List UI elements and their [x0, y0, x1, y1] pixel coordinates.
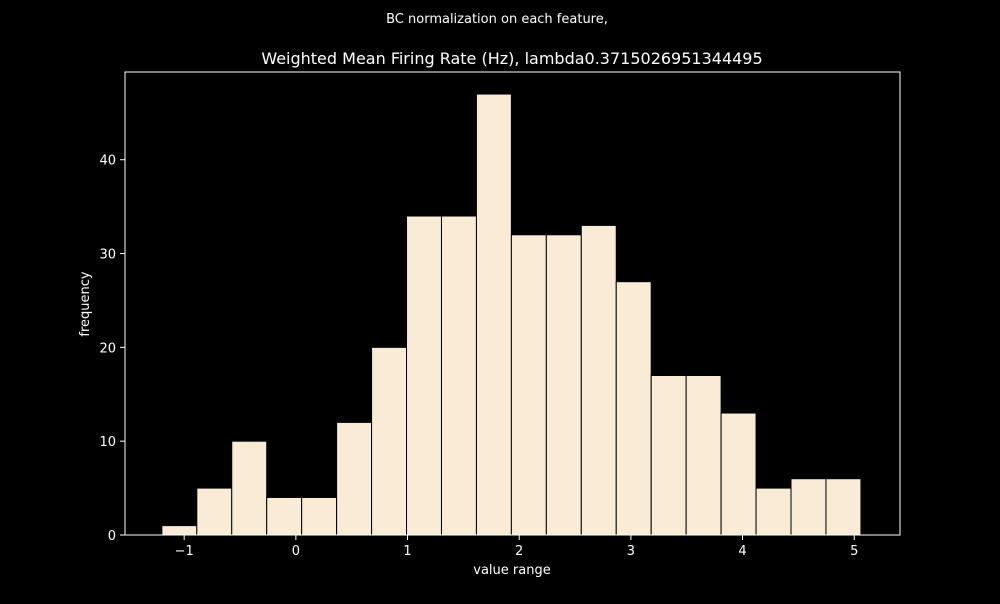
- histogram-bar: [440, 215, 477, 536]
- histogram-bar: [650, 375, 687, 536]
- histogram-bar: [755, 487, 792, 536]
- histogram-bar: [825, 478, 862, 536]
- x-tick-label: 4: [738, 544, 746, 559]
- histogram-bar: [510, 234, 547, 536]
- histogram-bar: [790, 478, 827, 536]
- y-tick-label: 40: [99, 154, 116, 169]
- histogram-bar: [371, 346, 408, 536]
- y-tick-label: 20: [99, 341, 116, 356]
- histogram-bar: [475, 93, 512, 536]
- histogram-bar: [580, 224, 617, 536]
- figure-suptitle: BC normalization on each feature,: [386, 12, 608, 27]
- histogram-bar: [161, 525, 198, 536]
- x-tick-label: 5: [850, 544, 858, 559]
- x-tick-label: 3: [627, 544, 635, 559]
- y-tick-label: 10: [99, 435, 116, 450]
- x-tick-label: −1: [175, 544, 194, 559]
- y-tick-label: 30: [99, 248, 116, 263]
- y-tick-label: 0: [108, 529, 116, 544]
- x-tick-label: 1: [403, 544, 411, 559]
- x-tick-label: 2: [515, 544, 523, 559]
- histogram-bar: [266, 496, 303, 536]
- x-tick-label: 0: [292, 544, 300, 559]
- histogram-bar: [720, 412, 757, 536]
- histogram-bar: [301, 496, 338, 536]
- histogram-bar: [231, 440, 268, 536]
- chart-title: Weighted Mean Firing Rate (Hz), lambda0.…: [261, 49, 762, 68]
- histogram-bar: [685, 375, 722, 536]
- y-axis-ticks: 0 10 20 30 40: [99, 154, 125, 544]
- histogram-bar: [545, 234, 582, 536]
- histogram-bar: [406, 215, 442, 536]
- x-axis-label: value range: [473, 563, 550, 578]
- x-axis-ticks: −1 0 1 2 3 4 5: [175, 535, 858, 559]
- histogram-bar: [196, 487, 233, 536]
- histogram-bar: [336, 421, 373, 536]
- bars-group: [161, 93, 862, 536]
- histogram-bar: [615, 281, 652, 536]
- y-axis-label: frequency: [78, 271, 93, 337]
- plot-frame: [124, 71, 901, 536]
